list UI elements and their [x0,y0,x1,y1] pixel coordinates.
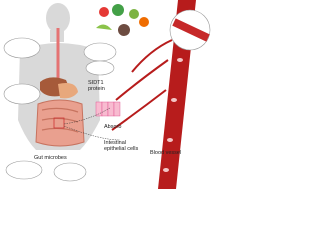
food [96,4,149,36]
illustration: SIDT1 protein Absorb Intestinal epithelial… [3,0,211,189]
epithelial-cells [95,101,121,117]
stomach [58,83,78,99]
callout-oval [83,42,117,62]
label: Blood vessel [150,150,181,156]
label: Gut microbes [34,155,67,161]
callout-oval [3,83,41,105]
label: SIDT1 protein [88,80,105,92]
connector [63,107,121,141]
highlight-box [53,117,65,129]
blood-cells [163,58,183,172]
vessel-zoom [172,18,210,42]
callout-oval [5,160,43,180]
label: Absorb [104,124,121,130]
vessel-branch [111,39,173,131]
callout-oval [3,37,41,59]
label: Intestinal epithelial cells [104,140,138,152]
intestine [35,99,85,147]
callout-oval [85,60,115,76]
callout-oval [53,162,87,182]
intestine-folds [41,107,79,133]
